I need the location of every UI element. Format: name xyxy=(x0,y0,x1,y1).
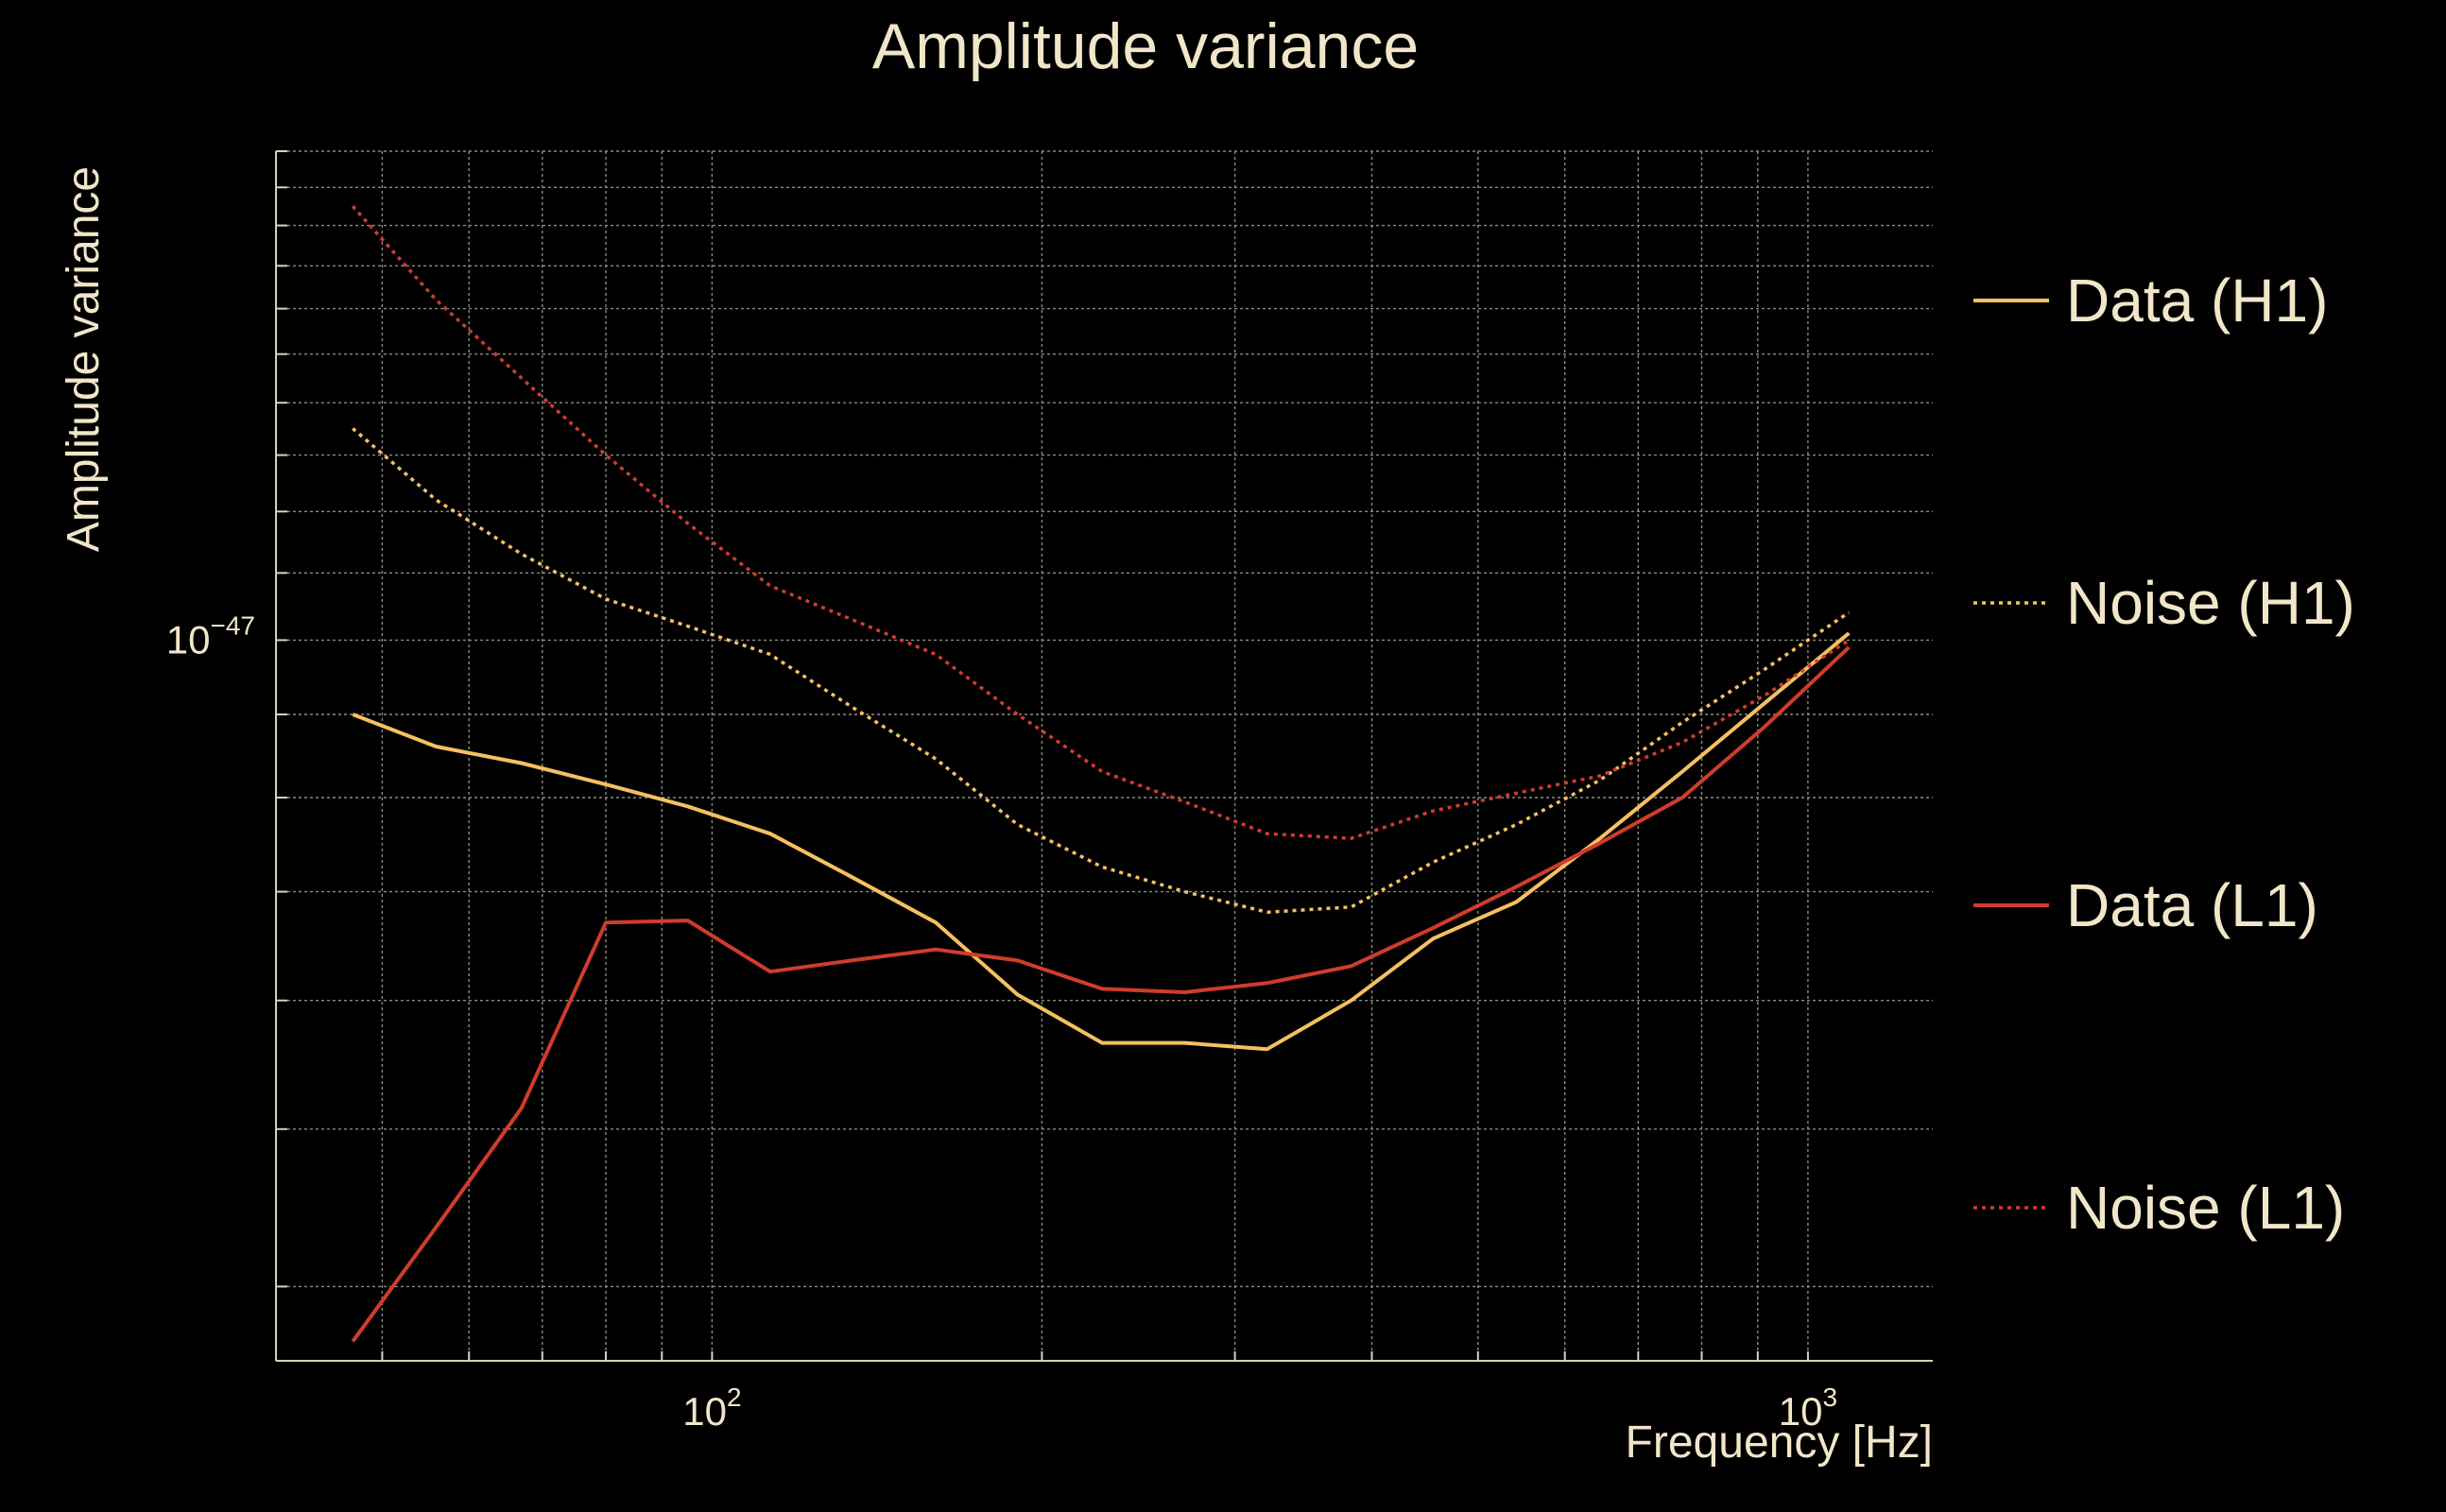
grid xyxy=(275,150,1933,1361)
legend-label-data-l1: Data (L1) xyxy=(2066,871,2318,939)
x-tick-label: 102 xyxy=(682,1383,741,1434)
series-lines xyxy=(351,205,1851,1343)
legend: Data (H1) Noise (H1) Data (L1) Noise (L1) xyxy=(1973,266,2355,1242)
y-tick-label: 10−47 xyxy=(166,610,255,662)
series-line-noise-l1 xyxy=(351,205,1851,840)
series-line-data-h1 xyxy=(352,631,1851,1052)
x-axis-label: Frequency [Hz] xyxy=(1626,1418,1933,1468)
x-tick-label: 103 xyxy=(1779,1383,1837,1434)
legend-label-noise-h1: Noise (H1) xyxy=(2066,569,2355,637)
ticks: 102 103 10−47 xyxy=(166,150,1837,1434)
legend-label-data-h1: Data (H1) xyxy=(2066,266,2328,335)
y-axis-label: Amplitude variance xyxy=(59,166,109,552)
series-line-data-l1 xyxy=(351,645,1851,1343)
legend-label-noise-l1: Noise (L1) xyxy=(2066,1174,2345,1242)
axes xyxy=(275,151,1933,1362)
series-line-noise-h1 xyxy=(352,427,1851,915)
chart-title: Amplitude variance xyxy=(872,10,1419,82)
